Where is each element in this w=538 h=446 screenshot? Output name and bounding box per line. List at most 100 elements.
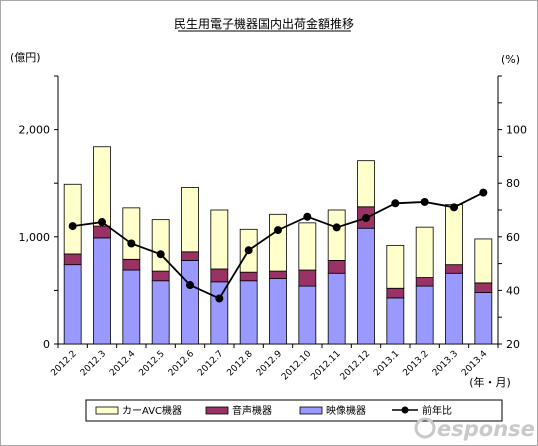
category-label: 2013.3 [431,349,460,378]
bars [63,146,493,345]
category-label: 2012.2 [49,349,78,378]
bar-segment [181,251,199,261]
line-point [479,188,488,197]
watermark: esponse [414,417,535,441]
tick-labels: 0 1,000 2,000 20 40 60 80 100 [19,124,528,351]
bar-segment [239,280,258,345]
y-tick-label-left: 0 [43,338,50,351]
category-label: 2013.4 [460,349,490,379]
bar-segment [445,204,463,266]
y-tick-label-right: 20 [506,338,520,351]
y-tick-label-right: 80 [506,177,520,190]
category-label: 2013.2 [401,349,430,378]
bar-segment [63,183,82,255]
legend-swatch-video [299,406,323,415]
bar-segment [93,237,111,345]
line-point [303,212,312,221]
line-point [244,246,253,255]
category-labels: 2012.2 2012.3 2012.4 2012.5 2012.6 2012.7 2012… [49,349,489,383]
legend-swatch-car-avc [95,406,119,415]
category-label: 2012.6 [167,349,197,379]
bar-segment [357,227,375,345]
category-label: 2012.11 [309,349,342,382]
bar-segment [357,160,375,208]
y-tick-label-left: 1,000 [19,231,51,244]
bar-segment [269,278,287,345]
bar-segment [327,259,346,274]
line-point [274,226,282,235]
category-label: 2012.5 [137,349,166,378]
bar-segment [93,146,111,227]
bar-segment [210,281,229,345]
category-label: 2012.4 [108,349,138,379]
line-point [98,218,106,227]
bar-segment [210,268,229,283]
y-tick-label-right: 40 [506,284,520,297]
line-point [420,197,429,206]
bar-segment [386,244,405,289]
line-point [156,250,165,259]
bar-segment [415,226,434,278]
bar-segment [151,270,170,282]
bar-segment [122,269,141,345]
bar-segment [445,264,463,274]
line-point [362,214,370,223]
category-label: 2012.10 [280,349,314,383]
bar-segment [181,259,199,345]
bar-segment [298,285,317,345]
bar-segment [151,280,170,345]
line-point [127,239,136,248]
bar-segment [386,297,405,345]
bar-segment [386,287,405,299]
bar-segment [63,253,82,266]
y-tick-label-left: 2,000 [19,124,51,137]
bar-segment [415,277,434,287]
bar-segment [93,225,111,239]
bar-segment [298,222,317,271]
category-label: 2012.7 [196,349,225,378]
bar-segment [298,269,317,287]
watermark-logo-icon [414,417,436,439]
bar-segment [122,258,141,271]
category-label: 2013.1 [372,349,401,378]
category-label: 2012.8 [225,349,255,379]
legend: カーAVC機器 音声機器 映像機器 前年比 [85,399,503,422]
legend-marker-yoy [401,406,409,414]
bar-segment [181,187,199,253]
bar-segment [151,219,170,272]
bar-segment [474,282,493,293]
legend-label-video: 映像機器 [326,404,366,417]
line-point [68,222,77,231]
bar-segment [269,213,287,272]
legend-swatch-audio [205,406,229,415]
line-point [186,281,194,290]
bar-segment [122,207,141,260]
line-point [215,294,224,303]
x-axis-unit: (年・月) [469,375,511,389]
legend-label-yoy: 前年比 [422,404,452,417]
bar-segment [415,285,434,345]
line-point [332,223,341,232]
category-label: 2012.9 [255,349,285,379]
bar-segment [327,272,346,345]
y-tick-label-right: 100 [506,124,527,137]
bar-segment [63,264,82,345]
legend-label-car-avc: カーAVC機器 [122,404,182,417]
y-axis-right-unit: (%) [501,53,520,66]
line-point [450,203,458,212]
bar-segment [445,272,463,345]
bar-segment [474,292,493,345]
category-label: 2012.3 [79,349,108,378]
legend-label-audio: 音声機器 [232,404,272,417]
chart-title: 民生用電子機器国内出荷金額推移 [174,16,354,31]
bar-segment [269,270,287,280]
watermark-text: esponse [437,417,535,441]
y-axis-left-unit: (億円) [10,51,41,64]
bar-segment [474,238,493,284]
y-tick-label-right: 60 [506,231,520,244]
line-point [391,199,400,208]
bar-segment [210,209,229,270]
line-series [68,188,488,303]
legend-box [85,399,503,422]
bar-segment [327,209,346,261]
